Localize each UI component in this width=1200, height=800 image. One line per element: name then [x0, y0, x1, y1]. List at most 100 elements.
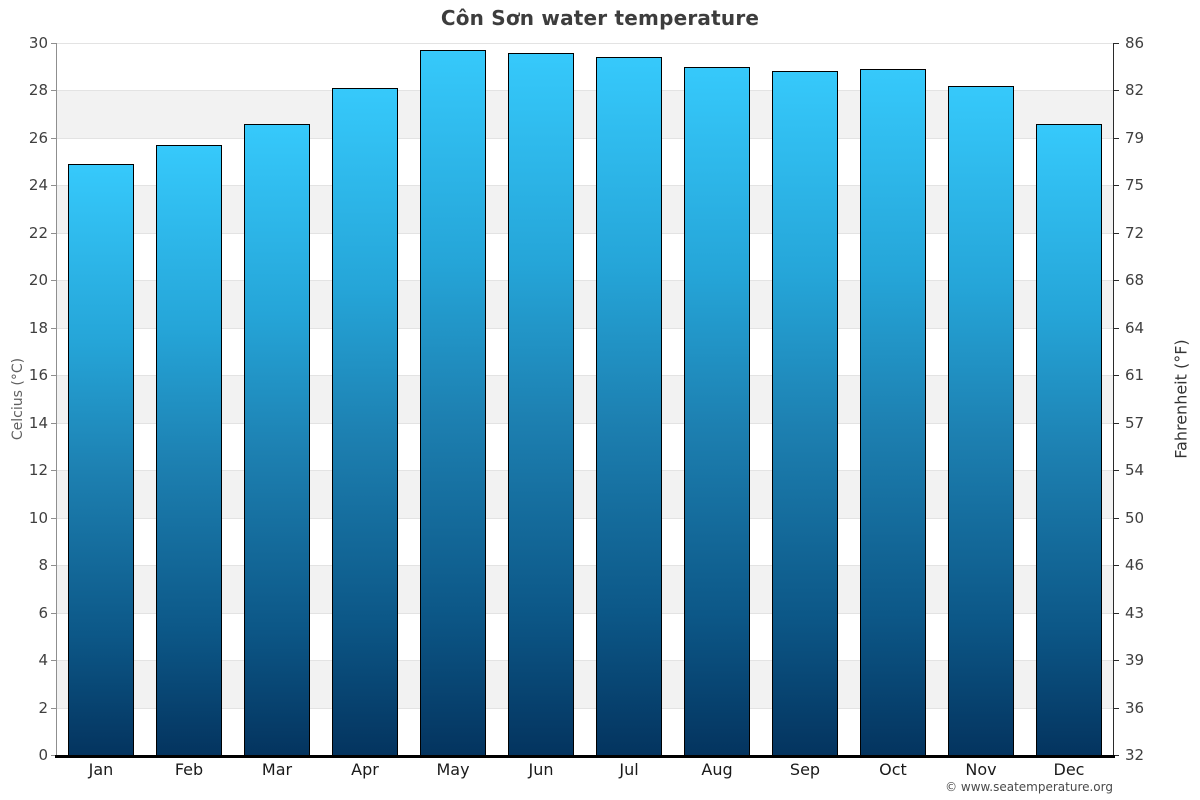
celsius-axis-line — [56, 43, 57, 755]
fahrenheit-axis-line — [1113, 43, 1114, 755]
month-label-sep: Sep — [789, 760, 821, 779]
bar-jun — [508, 52, 574, 755]
fahrenheit-tick-mark — [1114, 185, 1119, 187]
celsius-tick-mark — [51, 90, 56, 92]
gridline — [57, 375, 1113, 377]
fahrenheit-tick-mark — [1114, 280, 1119, 282]
plot-band — [57, 43, 1113, 91]
fahrenheit-tick-mark — [1114, 232, 1119, 234]
celsius-tick-mark — [51, 565, 56, 567]
month-label-dec: Dec — [1053, 760, 1085, 779]
copyright-text: © www.seatemperature.org — [945, 780, 1113, 794]
gridline — [57, 43, 1113, 44]
celsius-tick-label: 24 — [28, 176, 48, 195]
fahrenheit-tick-mark — [1114, 470, 1119, 472]
bar-sep — [772, 71, 838, 755]
celsius-tick-mark — [51, 470, 56, 472]
celsius-tick-mark — [51, 375, 56, 377]
celsius-tick-mark — [51, 707, 56, 709]
celsius-tick-label: 14 — [28, 413, 48, 432]
celsius-tick-mark — [51, 232, 56, 234]
bar-jan — [68, 164, 134, 755]
fahrenheit-tick-label: 57 — [1125, 413, 1145, 432]
fahrenheit-tick-mark — [1114, 327, 1119, 329]
celsius-tick-label: 2 — [38, 698, 48, 717]
celsius-tick-mark — [51, 280, 56, 282]
fahrenheit-tick-label: 36 — [1125, 698, 1145, 717]
plot-band — [57, 565, 1113, 613]
plot-band — [57, 517, 1113, 566]
bar-dec — [1036, 123, 1102, 755]
plot-band — [57, 707, 1113, 755]
gridline — [57, 707, 1113, 709]
fahrenheit-tick-mark — [1114, 137, 1119, 139]
fahrenheit-tick-mark — [1114, 375, 1119, 377]
plot-area — [57, 43, 1113, 755]
bar-mar — [244, 123, 310, 755]
celsius-tick-mark — [51, 422, 56, 424]
y-axis-title-fahrenheit: Fahrenheit (°F) — [1171, 339, 1191, 459]
bar-feb — [156, 145, 222, 755]
fahrenheit-tick-label: 50 — [1125, 508, 1145, 527]
month-label-nov: Nov — [965, 760, 997, 779]
plot-band — [57, 232, 1113, 281]
fahrenheit-tick-mark — [1114, 755, 1119, 756]
gridline — [57, 517, 1113, 519]
x-axis-line — [55, 755, 1115, 758]
celsius-tick-mark — [51, 755, 56, 756]
bar-oct — [860, 69, 926, 755]
month-label-oct: Oct — [879, 760, 907, 779]
celsius-tick-mark — [51, 43, 56, 44]
celsius-tick-label: 10 — [28, 508, 48, 527]
fahrenheit-tick-label: 79 — [1125, 128, 1145, 147]
bar-apr — [332, 88, 398, 755]
fahrenheit-tick-label: 32 — [1125, 746, 1145, 764]
month-label-feb: Feb — [174, 760, 204, 779]
celsius-tick-label: 4 — [38, 651, 48, 670]
fahrenheit-tick-mark — [1114, 43, 1119, 44]
fahrenheit-tick-label: 64 — [1125, 318, 1145, 337]
fahrenheit-tick-mark — [1114, 517, 1119, 519]
gridline — [57, 470, 1113, 472]
celsius-tick-mark — [51, 612, 56, 614]
plot-band — [57, 375, 1113, 423]
fahrenheit-tick-mark — [1114, 422, 1119, 424]
fahrenheit-tick-label: 72 — [1125, 223, 1145, 242]
celsius-tick-label: 22 — [28, 223, 48, 242]
gridline — [57, 565, 1113, 567]
fahrenheit-tick-mark — [1114, 707, 1119, 709]
gridline — [57, 612, 1113, 614]
plot-band — [57, 470, 1113, 518]
fahrenheit-tick-label: 54 — [1125, 461, 1145, 480]
chart-title: Côn Sơn water temperature — [440, 6, 760, 30]
month-label-jan: Jan — [88, 760, 114, 779]
plot-band — [57, 137, 1113, 186]
celsius-tick-label: 18 — [28, 318, 48, 337]
fahrenheit-tick-mark — [1114, 612, 1119, 614]
gridline — [57, 327, 1113, 329]
celsius-tick-label: 6 — [38, 603, 48, 622]
fahrenheit-tick-label: 46 — [1125, 556, 1145, 575]
celsius-tick-mark — [51, 185, 56, 187]
bar-nov — [948, 85, 1014, 755]
plot-band — [57, 185, 1113, 233]
month-label-jul: Jul — [619, 760, 639, 779]
plot-band — [57, 90, 1113, 138]
celsius-tick-label: 26 — [28, 128, 48, 147]
celsius-tick-mark — [51, 660, 56, 662]
celsius-tick-label: 12 — [28, 461, 48, 480]
plot-band — [57, 612, 1113, 661]
gridline — [57, 137, 1113, 139]
month-label-mar: Mar — [261, 760, 293, 779]
fahrenheit-tick-mark — [1114, 660, 1119, 662]
celsius-tick-label: 16 — [28, 366, 48, 385]
fahrenheit-tick-label: 68 — [1125, 271, 1145, 290]
celsius-tick-mark — [51, 137, 56, 139]
bar-aug — [684, 66, 750, 755]
plot-band — [57, 327, 1113, 376]
gridline — [57, 660, 1113, 662]
fahrenheit-tick-mark — [1114, 565, 1119, 567]
fahrenheit-tick-label: 39 — [1125, 651, 1145, 670]
month-label-apr: Apr — [351, 760, 379, 779]
